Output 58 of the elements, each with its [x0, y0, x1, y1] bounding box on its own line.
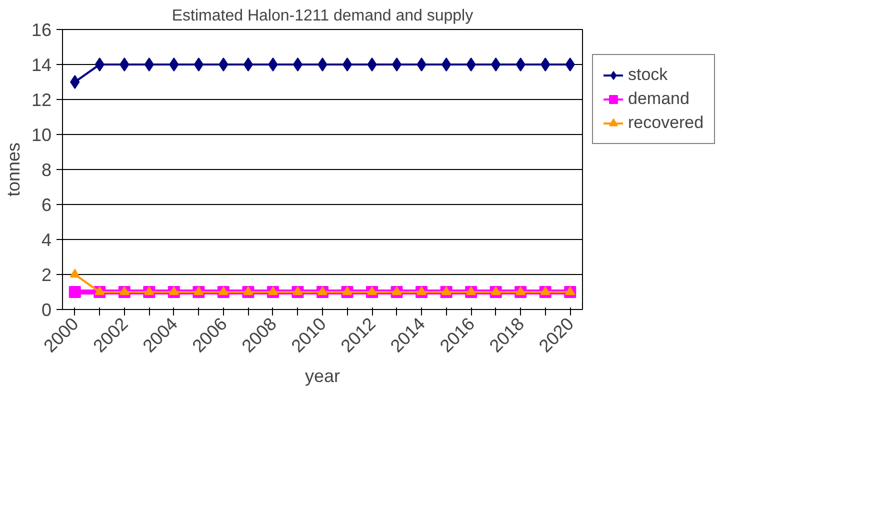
point [218, 286, 228, 296]
y-tick-label: 2 [41, 265, 52, 285]
y-tick-label: 0 [41, 300, 52, 320]
point [243, 58, 254, 72]
point [70, 75, 80, 89]
point [68, 286, 81, 298]
point [367, 58, 377, 72]
legend-label: demand [628, 89, 690, 109]
point [342, 58, 352, 72]
y-tick-label: 4 [41, 230, 52, 250]
point [540, 286, 550, 296]
y-tick-label: 12 [31, 90, 52, 110]
point [516, 286, 526, 296]
point [565, 58, 575, 72]
point [441, 58, 452, 72]
point [94, 286, 105, 296]
point [392, 286, 402, 296]
point [268, 58, 278, 72]
point [392, 58, 402, 72]
point [540, 58, 550, 72]
point [367, 286, 378, 296]
legend-label: recovered [628, 113, 704, 133]
y-tick-label: 6 [41, 195, 52, 215]
point [70, 268, 80, 278]
point [466, 286, 476, 296]
point [144, 286, 154, 296]
point [243, 286, 254, 296]
point [218, 58, 228, 72]
point [94, 58, 104, 72]
point [268, 286, 278, 296]
point [119, 286, 130, 296]
point [416, 58, 426, 72]
point [565, 286, 576, 296]
point [120, 58, 130, 72]
y-tick-label: 14 [31, 55, 52, 75]
legend-label: stock [628, 65, 668, 85]
point [318, 58, 328, 72]
y-tick-label: 8 [41, 160, 52, 180]
chart-title: Estimated Halon-1211 demand and supply [172, 8, 474, 24]
point [416, 286, 427, 296]
point [490, 286, 501, 296]
point [342, 286, 352, 296]
y-tick-label: 16 [31, 20, 52, 40]
point [194, 58, 204, 72]
y-axis-title: tonnes [3, 142, 24, 197]
point [292, 286, 303, 296]
point [194, 286, 204, 296]
y-tick-label: 10 [31, 125, 52, 145]
point [516, 58, 526, 72]
point [441, 286, 452, 296]
x-axis-title: year [304, 366, 340, 386]
point [169, 58, 179, 72]
point [292, 58, 303, 72]
point [144, 58, 154, 72]
point [168, 286, 179, 296]
point [466, 58, 476, 72]
point [318, 286, 328, 296]
point [491, 58, 501, 72]
